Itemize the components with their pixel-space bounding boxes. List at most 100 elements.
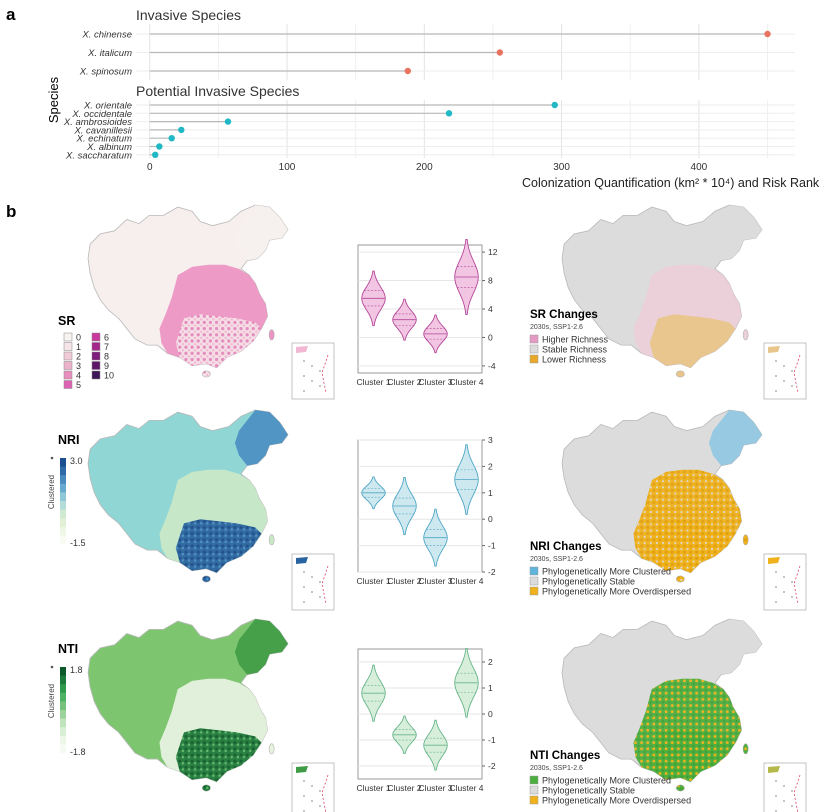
map-region-northeast xyxy=(234,205,288,261)
panel-a-label: a xyxy=(6,5,16,24)
species-label: X. saccharatum xyxy=(65,150,132,161)
changes-inset-map-nri xyxy=(763,553,807,611)
legend-marker xyxy=(50,665,54,669)
inset-land xyxy=(296,766,308,773)
map-island xyxy=(202,575,211,583)
legend-swatch-label: 8 xyxy=(104,352,109,362)
legend-scale-step xyxy=(60,701,66,711)
inset-land xyxy=(768,557,780,564)
inset-island xyxy=(303,780,305,782)
violin-y-tick-label: 1 xyxy=(488,683,493,693)
violin-y-tick-label: 0 xyxy=(488,709,493,719)
x-tick-label: 0 xyxy=(147,162,153,173)
violin-x-tick-label: Cluster 3 xyxy=(418,576,452,586)
inset-island xyxy=(775,601,777,603)
inset-map-nri xyxy=(291,553,335,611)
violin-x-tick-label: Cluster 1 xyxy=(356,576,390,586)
map-region-northeast xyxy=(234,410,288,466)
inset-map-sr xyxy=(291,342,335,400)
changes-inset-map-sr xyxy=(763,342,807,400)
invasive-group-title: Invasive Species xyxy=(136,7,241,23)
legend-scale-step xyxy=(60,535,66,545)
legend-scale-step xyxy=(60,475,66,485)
inset-island xyxy=(791,596,793,598)
legend-scale-step xyxy=(60,466,66,476)
species-label: X. albinum xyxy=(86,142,132,153)
legend-swatch xyxy=(63,332,73,342)
map-region-southeast xyxy=(175,728,262,782)
legend-swatch-label: 2 xyxy=(76,352,81,362)
violin-x-tick-label: Cluster 4 xyxy=(449,783,483,793)
inset-island xyxy=(311,785,313,787)
changes-legend-nti: NTI Changes 2030s, SSP1-2.6 Phylogenetical… xyxy=(529,750,691,806)
map-island xyxy=(742,329,749,341)
legend-scale-min: -1.5 xyxy=(70,538,86,548)
legend-title: SR xyxy=(58,314,75,328)
legend-swatch xyxy=(63,342,73,351)
legend-nri: NRI 3.0 -1.5 Clustered xyxy=(47,433,86,548)
map-region-southeast xyxy=(175,519,262,573)
violin-x-tick-label: Cluster 1 xyxy=(356,783,390,793)
inset-land xyxy=(768,346,780,353)
changes-legend-title: NTI Changes xyxy=(530,750,600,762)
inset-boundary xyxy=(793,565,801,605)
legend-scale-step xyxy=(60,518,66,528)
legend-swatch xyxy=(91,351,101,361)
inset-island xyxy=(791,790,793,792)
inset-island xyxy=(319,596,321,598)
changes-legend-swatch xyxy=(529,576,539,586)
legend-swatch-label: 9 xyxy=(104,361,109,371)
map-sr xyxy=(87,204,289,378)
inset-island xyxy=(783,785,785,787)
lollipop-point xyxy=(404,67,412,75)
inset-island xyxy=(319,790,321,792)
panel-a-ylabel: Species xyxy=(46,76,61,123)
map-region-northeast xyxy=(708,205,762,261)
legend-swatch xyxy=(91,361,101,370)
map-island xyxy=(202,370,211,378)
map-island xyxy=(268,534,275,546)
species-label: X. occidentale xyxy=(71,109,132,120)
lollipop-invasive-series: X. chinense X. italicum X. spinosum xyxy=(79,30,795,78)
inset-island xyxy=(311,591,313,593)
inset-island xyxy=(783,380,785,382)
legend-nti: NTI 1.8 -1.8 Clustered xyxy=(47,642,86,757)
violin-y-tick-label: 0 xyxy=(488,514,493,524)
violin-y-tick-label: -2 xyxy=(488,567,496,577)
legend-swatch-label: 0 xyxy=(76,333,81,343)
inset-island xyxy=(303,375,305,377)
legend-scale-step xyxy=(60,509,66,519)
species-label: X. spinosum xyxy=(79,67,132,78)
map-island xyxy=(268,743,275,755)
lollipop-point xyxy=(152,151,159,158)
changes-map-nri xyxy=(561,409,763,583)
legend-scale-min: -1.8 xyxy=(70,747,86,757)
violin-x-tick-label: Cluster 3 xyxy=(418,783,452,793)
changes-legend-label: Phylogenetically Stable xyxy=(542,786,635,796)
x-tick-label: 400 xyxy=(691,162,708,173)
inset-land xyxy=(768,766,780,773)
inset-boundary xyxy=(321,565,329,605)
inset-boundary xyxy=(793,354,801,394)
legend-title: NTI xyxy=(58,642,78,656)
changes-legend-swatch xyxy=(529,785,539,795)
map-nri xyxy=(87,409,289,583)
legend-swatch xyxy=(91,342,101,351)
lollipop-point xyxy=(224,118,232,125)
changes-legend-label: Phylogenetically Stable xyxy=(542,577,635,587)
changes-legend-label: Phylogenetically More Overdispersed xyxy=(542,587,691,597)
legend-scale-step xyxy=(60,483,66,493)
species-label: X. orientale xyxy=(83,101,132,112)
changes-legend-title: NRI Changes xyxy=(530,541,602,553)
legend-swatch-label: 1 xyxy=(76,342,81,352)
legend-swatch-label: 5 xyxy=(76,380,81,390)
map-region-southeast xyxy=(175,314,262,368)
inset-island xyxy=(775,780,777,782)
inset-island xyxy=(311,380,313,382)
violin-y-tick-label: -2 xyxy=(488,761,496,771)
changes-legend-swatch xyxy=(529,795,539,805)
